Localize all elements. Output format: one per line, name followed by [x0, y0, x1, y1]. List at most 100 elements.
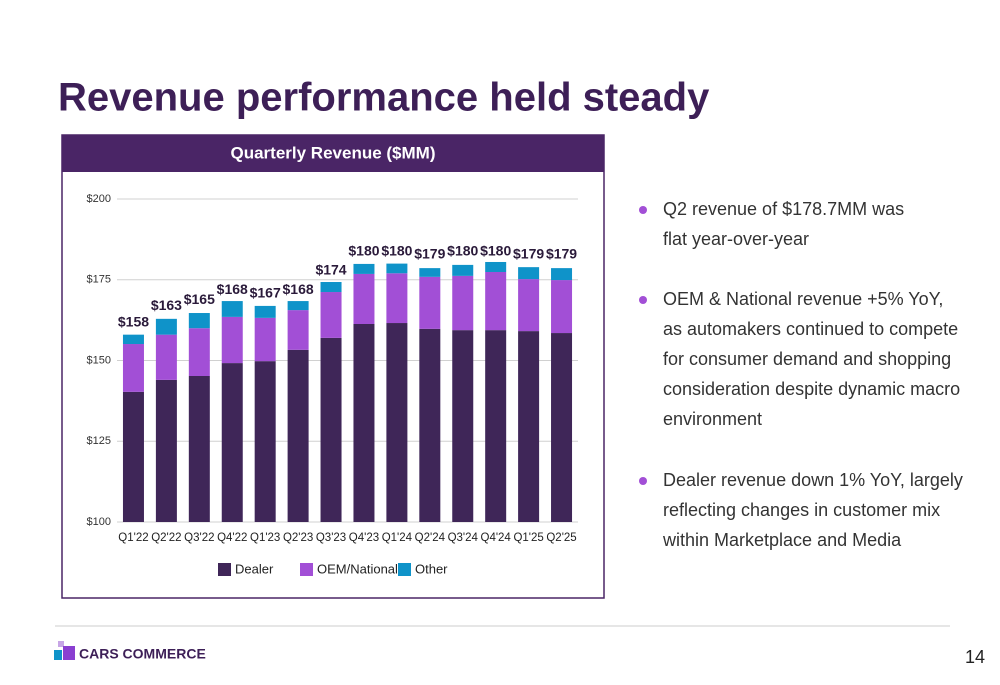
- bullet-text: as automakers continued to compete: [663, 319, 958, 339]
- y-tick-label: $150: [87, 354, 111, 366]
- page-number: 14: [965, 647, 985, 667]
- bar-segment: [353, 273, 375, 325]
- x-tick-label: Q3'22: [184, 532, 214, 544]
- bar-segment: [419, 328, 441, 522]
- bar-segment: [287, 349, 309, 522]
- total-label: $174: [315, 262, 346, 278]
- total-label: $179: [513, 246, 544, 262]
- x-tick-label: Q2'22: [151, 532, 181, 544]
- bar-segment: [155, 334, 177, 380]
- bar-segment: [485, 261, 507, 272]
- logo-mark: [54, 650, 62, 660]
- bar-segment: [155, 318, 177, 335]
- x-tick-label: Q4'24: [481, 532, 512, 544]
- x-tick-label: Q1'23: [250, 532, 280, 544]
- bar-segment: [452, 330, 474, 522]
- bar-segment: [320, 292, 342, 338]
- bullet-text: reflecting changes in customer mix: [663, 500, 940, 520]
- bar-segment: [320, 337, 342, 522]
- logo-text: CARS COMMERCE: [79, 646, 206, 662]
- legend-label: OEM/National: [317, 561, 398, 576]
- bar-segment: [188, 313, 210, 329]
- bar-segment: [452, 275, 474, 331]
- x-tick-label: Q3'24: [448, 532, 479, 544]
- bullet-text: OEM & National revenue +5% YoY,: [663, 289, 943, 309]
- legend-swatch: [398, 563, 411, 576]
- y-tick-label: $175: [87, 274, 111, 286]
- bar-segment: [320, 282, 342, 293]
- bar-segment: [188, 376, 210, 522]
- legend-swatch: [218, 563, 231, 576]
- bar-segment: [188, 328, 210, 377]
- bullet-text: environment: [663, 409, 762, 429]
- legend-label: Dealer: [235, 561, 274, 576]
- total-label: $179: [414, 246, 445, 262]
- bullet-text: flat year-over-year: [663, 229, 809, 249]
- total-label: $168: [283, 281, 314, 297]
- logo-mark: [63, 646, 75, 660]
- bar-segment: [155, 379, 177, 522]
- legend-label: Other: [415, 561, 448, 576]
- x-tick-label: Q2'23: [283, 532, 313, 544]
- legend-swatch: [300, 563, 313, 576]
- total-label: $168: [217, 281, 248, 297]
- bar-segment: [254, 361, 276, 522]
- bullet-text: for consumer demand and shopping: [663, 349, 951, 369]
- x-tick-label: Q1'25: [513, 532, 543, 544]
- bar-segment: [551, 268, 573, 281]
- logo-mark: [58, 641, 64, 647]
- total-label: $180: [480, 242, 511, 258]
- x-tick-label: Q2'24: [415, 532, 446, 544]
- total-label: $180: [447, 242, 478, 258]
- total-label: $180: [348, 242, 379, 258]
- bullet-dot: [639, 296, 647, 304]
- bar-segment: [353, 324, 375, 522]
- x-tick-label: Q4'22: [217, 532, 247, 544]
- bar-segment: [419, 276, 441, 329]
- bullet-text: Dealer revenue down 1% YoY, largely: [663, 470, 963, 490]
- bar-segment: [221, 363, 243, 522]
- total-label: $158: [118, 313, 149, 329]
- x-tick-label: Q2'25: [546, 532, 576, 544]
- bar-segment: [254, 317, 276, 362]
- bar-segment: [518, 331, 540, 522]
- total-label: $163: [151, 297, 182, 313]
- bar-segment: [287, 310, 309, 350]
- bar-segment: [452, 264, 474, 276]
- y-tick-label: $125: [87, 435, 111, 447]
- x-tick-label: Q1'22: [118, 532, 148, 544]
- bar-segment: [386, 323, 408, 522]
- bar-segment: [551, 280, 573, 334]
- bar-segment: [386, 273, 408, 324]
- total-label: $179: [546, 246, 577, 262]
- bar-segment: [419, 268, 441, 277]
- bullet-text: Q2 revenue of $178.7MM was: [663, 199, 904, 219]
- x-tick-label: Q1'24: [382, 532, 413, 544]
- bar-segment: [122, 334, 144, 345]
- x-tick-label: Q4'23: [349, 532, 379, 544]
- bar-segment: [485, 271, 507, 331]
- total-label: $165: [184, 291, 215, 307]
- bar-segment: [287, 301, 309, 311]
- bar-segment: [353, 263, 375, 274]
- y-tick-label: $100: [87, 516, 111, 528]
- bullet-dot: [639, 206, 647, 214]
- total-label: $180: [381, 242, 412, 258]
- bar-segment: [221, 316, 243, 364]
- y-tick-label: $200: [87, 193, 111, 205]
- bullet-text: within Marketplace and Media: [662, 530, 902, 550]
- slide-title: Revenue performance held steady: [58, 76, 710, 120]
- bar-segment: [518, 267, 540, 280]
- bar-segment: [386, 263, 408, 274]
- bar-segment: [551, 333, 573, 522]
- bar-segment: [122, 391, 144, 522]
- chart-header: [62, 135, 604, 172]
- x-tick-label: Q3'23: [316, 532, 346, 544]
- bar-segment: [254, 305, 276, 318]
- bullet-text: consideration despite dynamic macro: [663, 379, 960, 399]
- bullet-dot: [639, 477, 647, 485]
- total-label: $167: [250, 284, 281, 300]
- bar-segment: [122, 344, 144, 392]
- bar-segment: [221, 301, 243, 317]
